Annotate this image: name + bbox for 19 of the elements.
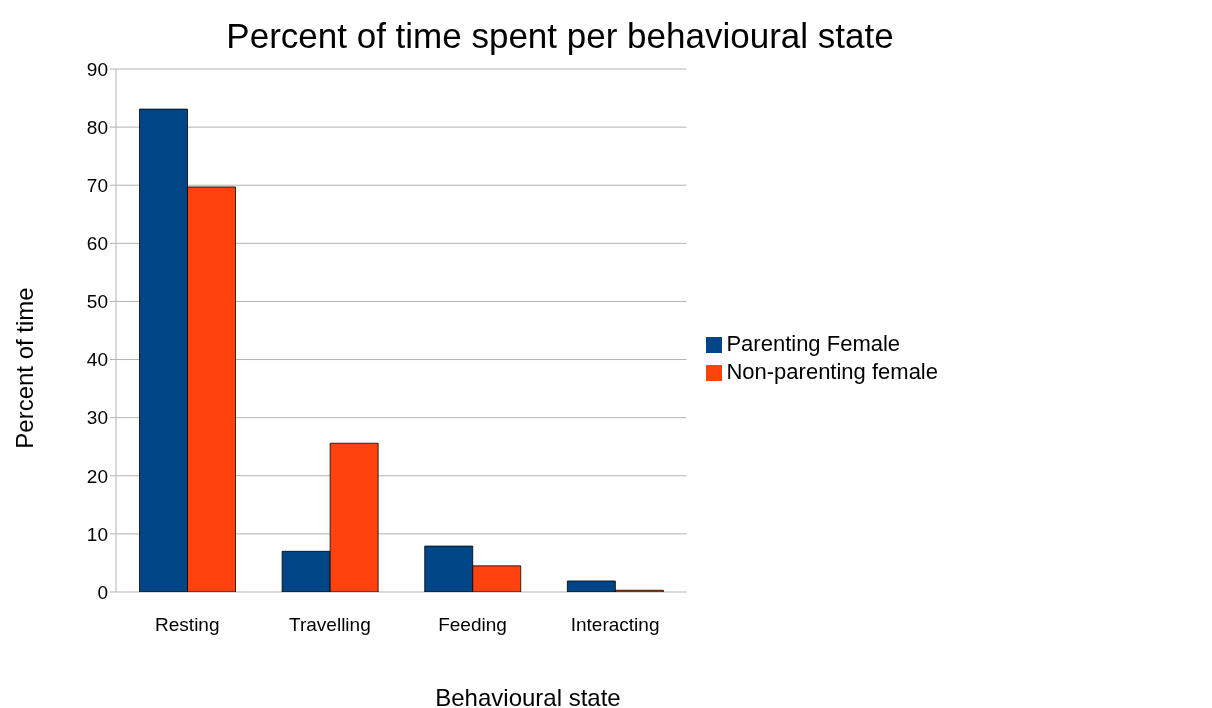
y-tick-label: 50 (86, 291, 108, 313)
x-tick-label: Feeding (438, 614, 507, 636)
y-tick-label: 60 (86, 233, 108, 255)
chart-title: Percent of time spent per behavioural state (225, 16, 895, 56)
legend-label: Parenting Female (726, 331, 901, 356)
y-tick-label: 90 (86, 58, 108, 80)
y-tick-label: 80 (86, 116, 108, 138)
x-axis-title: Behavioural state (434, 684, 622, 708)
y-tick-label: 20 (86, 465, 108, 487)
y-tick-label: 40 (86, 349, 108, 371)
x-tick-label: Resting (155, 614, 220, 636)
y-tick-label: 30 (86, 407, 108, 429)
y-tick-label: 10 (86, 523, 108, 545)
legend-label: Non-parenting female (726, 359, 938, 384)
x-tick-label: Travelling (289, 614, 371, 636)
y-axis-title: Percent of time (11, 287, 39, 449)
x-tick-label: Interacting (570, 614, 660, 636)
y-tick-label: 70 (86, 174, 108, 196)
y-tick-label: 0 (97, 581, 108, 603)
